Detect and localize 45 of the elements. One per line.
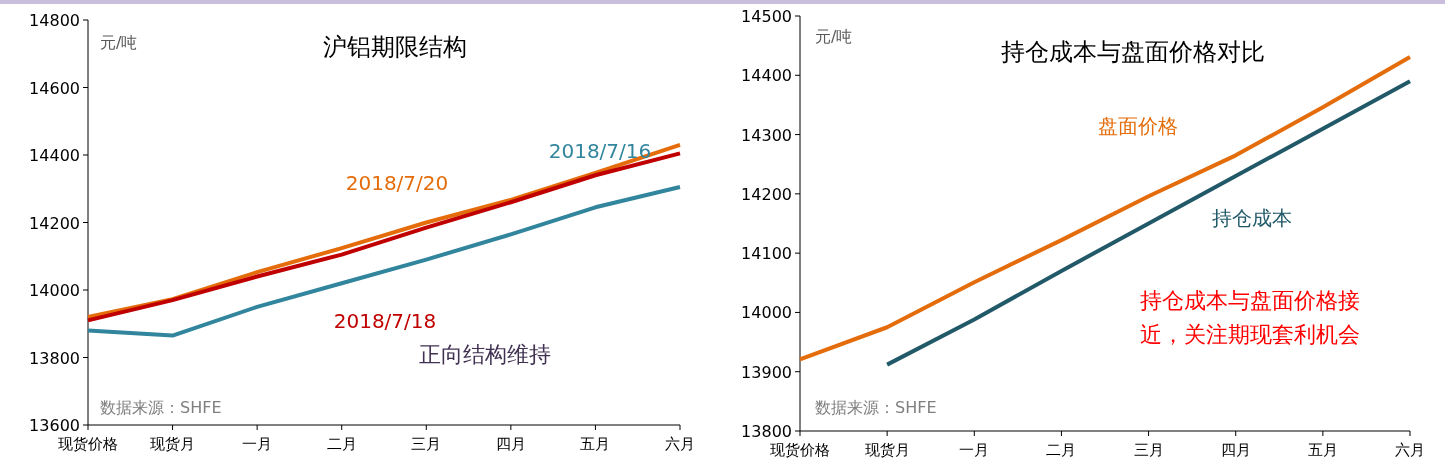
series-label: 2018/7/20 — [345, 171, 449, 195]
annotation: 数据来源：SHFE — [100, 398, 222, 417]
x-tick-label: 一月 — [242, 435, 273, 453]
x-tick-label: 现货月 — [150, 435, 196, 453]
x-tick-label: 四月 — [495, 435, 526, 453]
series-label: 2018/7/16 — [548, 139, 652, 163]
text: 2018/7/18 — [333, 309, 437, 333]
text: 沪铝期限结构 — [323, 33, 467, 61]
y-tick-label: 14400 — [741, 66, 792, 86]
y-tick-label: 14000 — [741, 303, 792, 323]
x-tick-label: 五月 — [580, 435, 611, 453]
y-tick-label: 13900 — [741, 362, 792, 382]
y-tick-label: 14600 — [29, 78, 80, 98]
x-tick-label: 二月 — [326, 435, 357, 453]
line-series — [885, 79, 1412, 367]
y-tick-label: 14100 — [741, 244, 792, 264]
y-tick-label: 13800 — [741, 422, 792, 441]
y-tick-label: 14500 — [741, 7, 792, 26]
x-tick-label: 三月 — [411, 435, 442, 453]
x-tick-label: 现货价格 — [770, 441, 830, 459]
y-axis-title: 元/吨 — [100, 33, 138, 52]
x-tick-label: 现货月 — [864, 441, 910, 459]
x-tick-label: 二月 — [1046, 441, 1077, 459]
y-axis-title: 元/吨 — [815, 27, 853, 46]
x-tick-label: 六月 — [665, 435, 695, 453]
series-label: 持仓成本 — [1212, 206, 1292, 230]
y-tick-label: 14300 — [741, 125, 792, 145]
y-tick-label: 14200 — [741, 184, 792, 204]
x-tick-label: 现货价格 — [58, 435, 118, 453]
x-tick-label: 四月 — [1220, 441, 1251, 459]
annotation: 数据来源：SHFE — [815, 398, 937, 417]
x-tick-label: 五月 — [1307, 441, 1338, 459]
text: 持仓成本与盘面价格对比 — [1001, 38, 1265, 66]
y-tick-label: 13600 — [29, 416, 80, 435]
text: 盘面价格 — [1098, 114, 1178, 138]
annotation: 持仓成本与盘面价格接近，关注期现套利机会 — [1140, 288, 1360, 347]
y-tick-label: 13800 — [29, 348, 80, 368]
annotation: 正向结构维持 — [419, 342, 551, 367]
y-tick-label: 14400 — [29, 146, 80, 165]
x-tick-label: 六月 — [1395, 441, 1425, 459]
x-tick-label: 三月 — [1133, 441, 1164, 459]
y-tick-label: 14200 — [29, 213, 80, 233]
x-tick-label: 一月 — [959, 441, 990, 459]
y-tick-label: 14000 — [29, 281, 80, 300]
y-tick-label: 14800 — [29, 11, 80, 30]
